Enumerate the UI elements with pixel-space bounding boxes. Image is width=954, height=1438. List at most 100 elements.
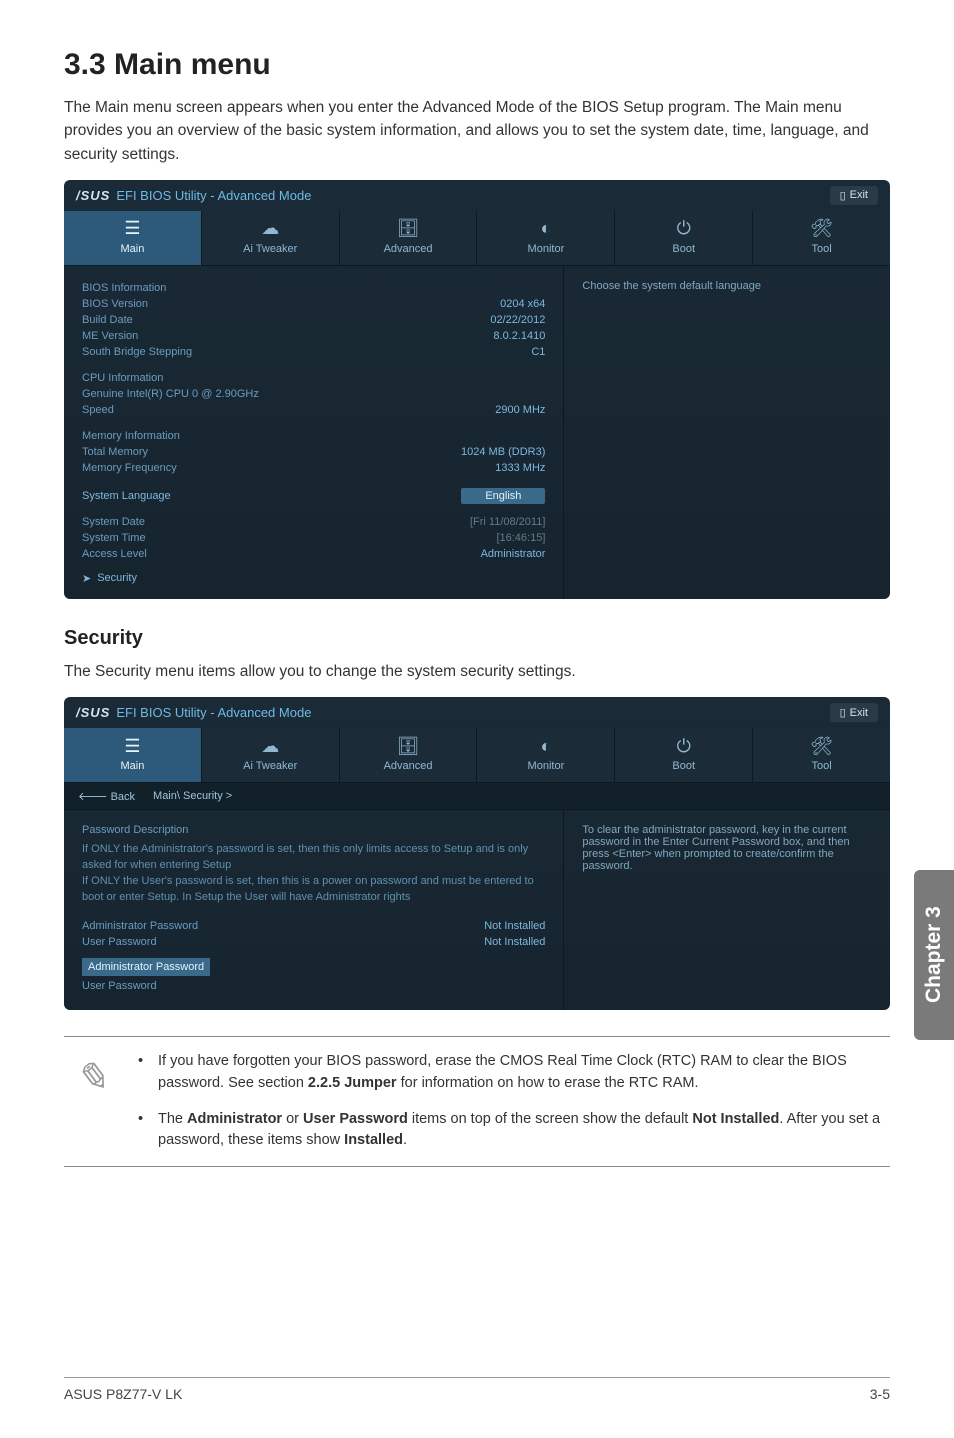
bios-security-left: Password Description If ONLY the Adminis… — [64, 810, 563, 1010]
tab-ai-tweaker[interactable]: ☁ Ai Tweaker — [202, 728, 340, 782]
lock-icon: 🗄 — [397, 219, 420, 239]
tab-main[interactable]: ☰Main — [64, 211, 202, 265]
tab-main[interactable]: ☰ Main — [64, 728, 202, 782]
back-button[interactable]: 🡐 Back — [78, 789, 135, 803]
me-version-value: 8.0.2.1410 — [493, 330, 545, 342]
note-item-1: If you have forgotten your BIOS password… — [138, 1051, 886, 1095]
n2f: Not Installed — [692, 1111, 779, 1127]
system-time-value: [16:46:15] — [496, 532, 545, 544]
security-intro: The Security menu items allow you to cha… — [64, 660, 890, 683]
security-submenu[interactable]: ➤ Security — [82, 572, 545, 585]
bios-main-screenshot: /SUS EFI BIOS Utility - Advanced Mode ▯ … — [64, 180, 890, 599]
bios-title: EFI BIOS Utility - Advanced Mode — [116, 188, 311, 203]
tab-tool[interactable]: 🛠Tool — [753, 728, 890, 782]
gauge-icon: ◐ — [540, 219, 551, 239]
password-description-text: If ONLY the Administrator's password is … — [82, 842, 545, 906]
exit-icon: ▯ — [840, 189, 846, 202]
cpu-speed-value: 2900 MHz — [495, 404, 545, 416]
mem-info-hdr: Memory Information — [82, 430, 545, 442]
mem-freq-label: Memory Frequency — [82, 462, 177, 474]
exit-button[interactable]: ▯ Exit — [830, 703, 878, 722]
bios-brand: /SUS — [76, 705, 110, 720]
admin-password-label: Administrator Password — [82, 920, 198, 932]
exit-label: Exit — [850, 707, 868, 719]
footer-left: ASUS P8Z77-V LK — [64, 1386, 182, 1402]
n2d: User Password — [303, 1111, 408, 1127]
admin-password-item[interactable]: Administrator Password — [82, 958, 210, 976]
bios-version-value: 0204 x64 — [500, 298, 545, 310]
note-block: ✎ If you have forgotten your BIOS passwo… — [64, 1036, 890, 1167]
tab-advanced[interactable]: 🗄 Advanced — [340, 728, 478, 782]
user-password-label: User Password — [82, 936, 157, 948]
security-submenu-label: Security — [97, 572, 137, 584]
access-level-value: Administrator — [481, 548, 546, 560]
sb-step-value: C1 — [531, 346, 545, 358]
power-icon: ⏻ — [677, 219, 691, 239]
tab-boot[interactable]: ⏻Boot — [615, 211, 753, 265]
note-icon: ✎ — [68, 1051, 114, 1101]
system-date-value: [Fri 11/08/2011] — [470, 516, 545, 528]
tool-icon: 🛠 — [810, 736, 833, 756]
exit-button[interactable]: ▯ Exit — [830, 186, 878, 205]
chapter-side-tab: Chapter 3 — [914, 870, 954, 1040]
tab-tool[interactable]: 🛠 Tool — [753, 211, 890, 265]
me-version-label: ME Version — [82, 330, 138, 342]
chevron-right-icon: ➤ — [82, 572, 91, 585]
tab-advanced[interactable]: 🗄 Advanced — [340, 211, 478, 265]
help-text: To clear the administrator password, key… — [582, 824, 849, 872]
cloud-icon: ☁ — [261, 736, 279, 756]
system-language-row[interactable]: System Language English — [82, 488, 545, 504]
system-date-label: System Date — [82, 516, 145, 528]
access-level-label: Access Level — [82, 548, 147, 560]
cpu-name: Genuine Intel(R) CPU 0 @ 2.90GHz — [82, 388, 259, 400]
admin-password-value: Not Installed — [484, 920, 545, 932]
system-language-label: System Language — [82, 490, 171, 502]
n2e: items on top of the screen show the defa… — [408, 1111, 693, 1127]
bios-tab-row: ☰ Main ☁ Ai Tweaker 🗄 Advanced ◐Monitor ⏻Bo… — [64, 728, 890, 783]
security-heading: Security — [64, 627, 890, 650]
footer-right: 3-5 — [870, 1386, 890, 1402]
n2i: . — [403, 1132, 407, 1148]
tab-ai-tweaker[interactable]: ☁Ai Tweaker — [202, 211, 340, 265]
n2b: Administrator — [187, 1111, 282, 1127]
bios-help-pane: To clear the administrator password, key… — [563, 810, 890, 1010]
tab-label: Boot — [672, 760, 695, 772]
exit-label: Exit — [850, 189, 868, 201]
user-password-value: Not Installed — [484, 936, 545, 948]
mem-freq-value: 1333 MHz — [495, 462, 545, 474]
note-item-2: The Administrator or User Password items… — [138, 1109, 886, 1153]
bios-title: EFI BIOS Utility - Advanced Mode — [116, 705, 311, 720]
tab-label: Advanced — [384, 760, 433, 772]
back-label: Back — [111, 791, 135, 803]
mem-total-label: Total Memory — [82, 446, 148, 458]
cpu-info-hdr: CPU Information — [82, 372, 545, 384]
bios-help-pane: Choose the system default language — [563, 266, 890, 599]
breadcrumb: Main\ Security > — [153, 790, 232, 802]
build-date-value: 02/22/2012 — [490, 314, 545, 326]
tab-monitor[interactable]: ◐Monitor — [477, 211, 615, 265]
tab-monitor[interactable]: ◐Monitor — [477, 728, 615, 782]
tab-boot[interactable]: ⏻Boot — [615, 728, 753, 782]
exit-icon: ▯ — [840, 706, 846, 719]
bios-security-screenshot: /SUS EFI BIOS Utility - Advanced Mode ▯ … — [64, 697, 890, 1010]
tab-label: Main — [120, 760, 144, 772]
tool-icon: 🛠 — [810, 219, 833, 239]
build-date-label: Build Date — [82, 314, 133, 326]
lock-icon: 🗄 — [397, 736, 420, 756]
user-password-item[interactable]: User Password — [82, 980, 545, 992]
tab-label: Ai Tweaker — [243, 760, 297, 772]
list-icon: ☰ — [124, 736, 140, 756]
mem-total-value: 1024 MB (DDR3) — [461, 446, 545, 458]
n2c: or — [282, 1111, 303, 1127]
system-time-label: System Time — [82, 532, 146, 544]
cloud-icon: ☁ — [261, 219, 279, 239]
tab-label: Advanced — [384, 243, 433, 255]
cpu-speed-label: Speed — [82, 404, 114, 416]
bios-brand: /SUS — [76, 188, 110, 203]
tab-label: Main — [120, 243, 144, 255]
help-text: Choose the system default language — [582, 280, 761, 292]
note1-after: for information on how to erase the RTC … — [397, 1075, 699, 1091]
tab-label: Tool — [811, 243, 831, 255]
bios-tab-row: ☰Main ☁Ai Tweaker 🗄 Advanced ◐Monitor ⏻Bo… — [64, 211, 890, 266]
n2a: The — [158, 1111, 187, 1127]
